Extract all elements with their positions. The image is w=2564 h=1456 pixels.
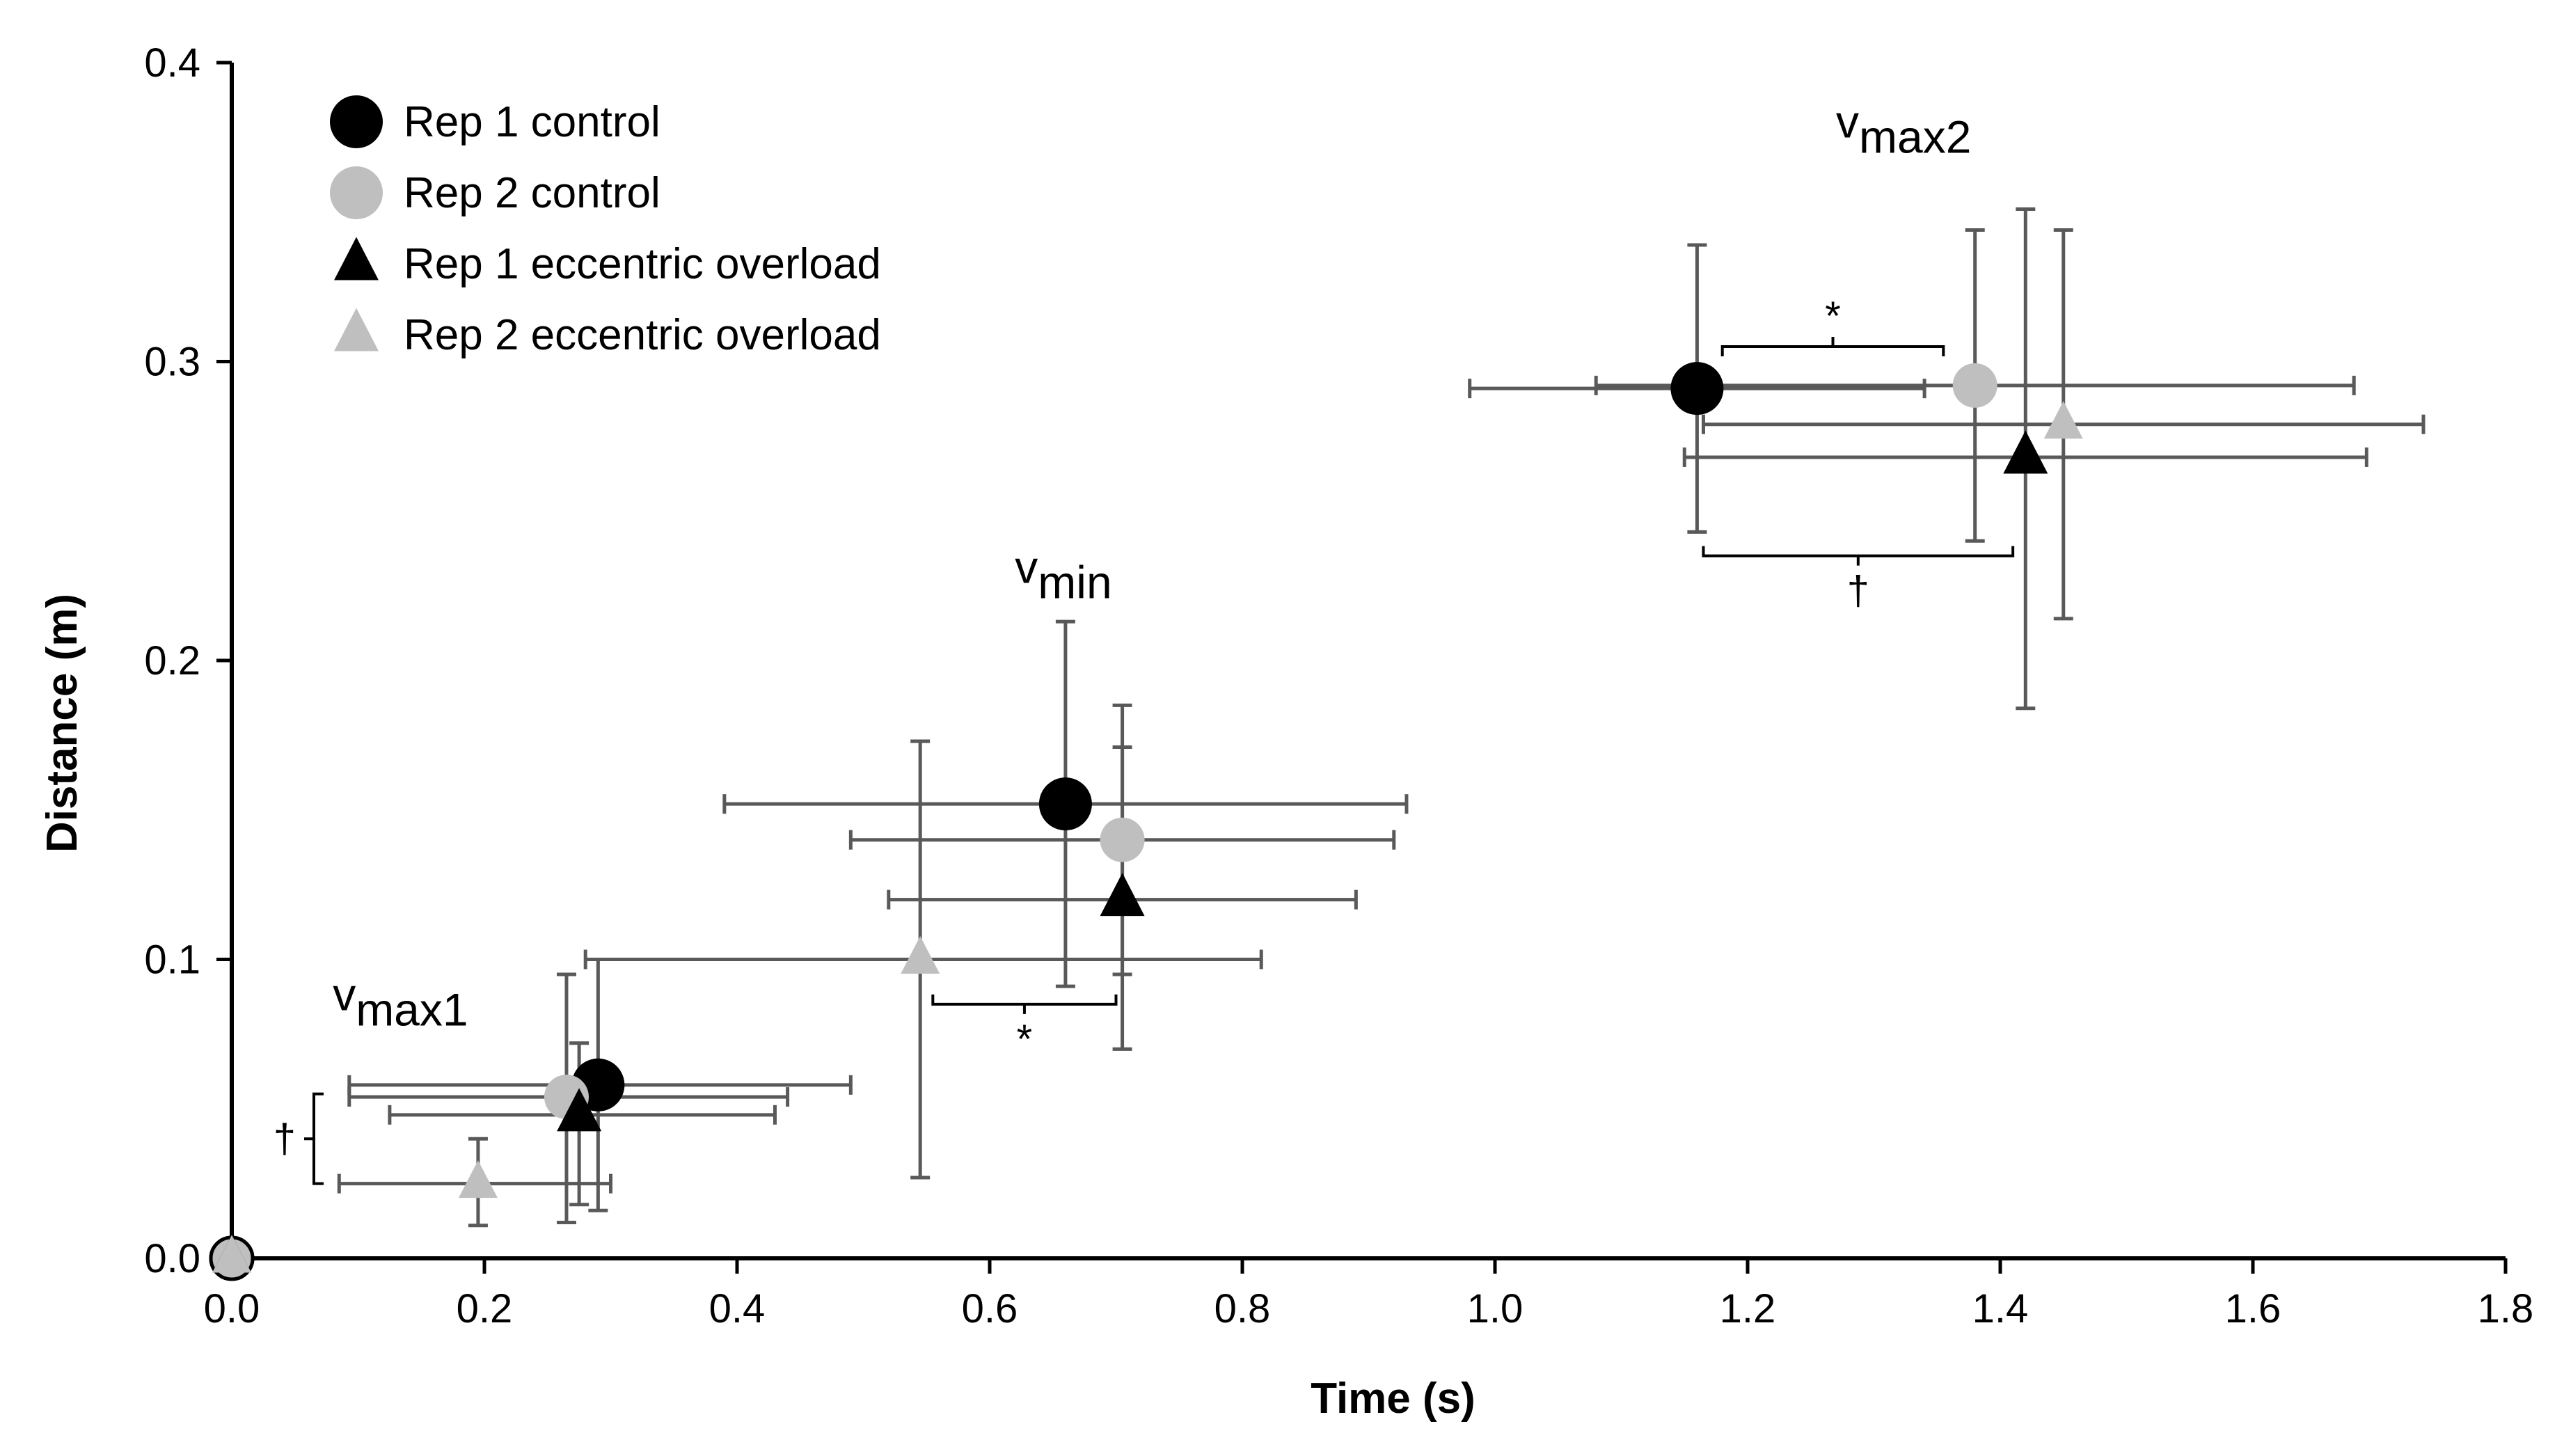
significance-symbol: * — [1017, 1017, 1033, 1062]
bracket-line — [1720, 337, 1945, 357]
data-point — [1100, 817, 1145, 862]
legend-marker — [330, 166, 383, 219]
region-label: vmax2 — [1836, 95, 1971, 162]
region-label-subscript: max1 — [356, 984, 468, 1036]
region-label-subscript: max2 — [1859, 111, 1971, 162]
data-point — [458, 1160, 498, 1198]
legend-item: Rep 2 eccentric overload — [334, 308, 881, 359]
x-axis-ticks: 0.0 0.2 0.4 0.6 0.8 1.0 1.2 1.4 1.6 1.8 — [204, 1258, 2534, 1331]
x-tick-label: 0.6 — [962, 1286, 1018, 1331]
x-tick-label: 0.8 — [1214, 1286, 1271, 1331]
legend-marker — [334, 237, 379, 280]
legend-label: Rep 2 control — [404, 169, 660, 217]
legend: Rep 1 control Rep 2 control Rep 1 eccentri… — [330, 95, 881, 359]
x-tick-label: 0.4 — [709, 1286, 766, 1331]
significance-brackets: * * † † — [274, 294, 2015, 1185]
region-label: vmin — [1015, 541, 1111, 608]
error-bars — [337, 207, 2425, 1228]
significance-symbol: † — [274, 1116, 296, 1162]
legend-label: Rep 1 eccentric overload — [404, 240, 881, 288]
significance-bracket: † — [1702, 546, 2015, 614]
legend-label: Rep 2 eccentric overload — [404, 311, 881, 359]
x-tick-label: 1.2 — [1720, 1286, 1776, 1331]
bracket-line — [1702, 546, 2015, 566]
y-axis-ticks: 0.0 0.1 0.2 0.3 0.4 — [144, 40, 232, 1281]
significance-symbol: * — [1825, 294, 1841, 339]
y-tick-label: 0.4 — [144, 40, 200, 86]
bracket-line — [303, 1092, 324, 1185]
region-label-base: v — [333, 969, 356, 1020]
significance-bracket: * — [1720, 294, 1945, 357]
y-tick-label: 0.3 — [144, 340, 200, 385]
significance-symbol: † — [1847, 569, 1869, 614]
x-axis-title: Time (s) — [1311, 1375, 1475, 1423]
x-tick-label: 1.4 — [1972, 1286, 2029, 1331]
x-tick-label: 0.2 — [457, 1286, 513, 1331]
data-point-origin — [212, 1235, 251, 1273]
legend-marker — [334, 308, 379, 351]
data-point — [2043, 401, 2083, 439]
data-point — [1952, 363, 1997, 408]
data-point — [901, 936, 940, 974]
data-markers — [209, 362, 2083, 1281]
legend-item: Rep 1 eccentric overload — [334, 237, 881, 288]
legend-item: Rep 2 control — [330, 166, 660, 219]
data-point — [1100, 873, 1145, 917]
x-tick-label: 1.6 — [2225, 1286, 2281, 1331]
legend-marker — [330, 95, 383, 148]
y-tick-label: 0.2 — [144, 638, 200, 683]
data-point — [1670, 362, 1724, 416]
region-label-base: v — [1015, 541, 1038, 592]
legend-item: Rep 1 control — [330, 95, 660, 148]
x-tick-label: 0.0 — [204, 1286, 260, 1331]
y-axis-title: Distance (m) — [38, 594, 86, 853]
x-tick-label: 1.8 — [2478, 1286, 2534, 1331]
data-point — [1038, 777, 1092, 831]
bracket-line — [931, 994, 1118, 1014]
data-point — [557, 1088, 602, 1132]
y-tick-label: 0.1 — [144, 937, 200, 983]
data-point — [2003, 430, 2048, 474]
region-label: vmax1 — [333, 969, 468, 1036]
region-label-base: v — [1836, 95, 1859, 147]
significance-bracket: * — [931, 994, 1118, 1062]
region-label-subscript: min — [1038, 556, 1111, 608]
legend-label: Rep 1 control — [404, 98, 660, 146]
significance-bracket: † — [274, 1092, 324, 1185]
y-tick-label: 0.0 — [144, 1236, 200, 1281]
x-tick-label: 1.0 — [1467, 1286, 1524, 1331]
